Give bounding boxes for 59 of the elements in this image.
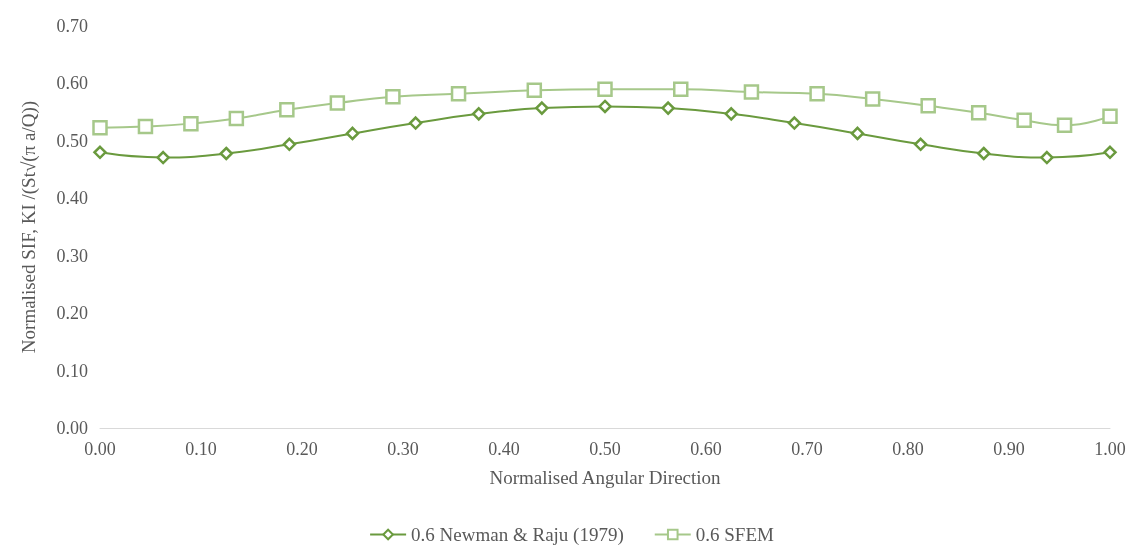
legend-label: 0.6 SFEM xyxy=(695,524,774,545)
y-tick-label: 0.60 xyxy=(56,73,88,94)
point xyxy=(228,110,245,127)
x-tick-label: 0.90 xyxy=(993,439,1025,459)
point xyxy=(156,150,170,165)
point xyxy=(850,126,865,141)
point xyxy=(1102,108,1118,124)
y-tick-label: 0.10 xyxy=(56,360,88,381)
x-tick-label: 0.80 xyxy=(892,439,924,459)
point xyxy=(977,146,991,161)
point xyxy=(913,137,928,152)
x-tick-label: 0.10 xyxy=(185,439,217,459)
point xyxy=(279,102,295,118)
point xyxy=(526,82,543,99)
point xyxy=(183,115,199,132)
point xyxy=(787,116,802,130)
point xyxy=(329,95,346,111)
y-tick-label: 0.00 xyxy=(56,418,88,438)
x-tick-label: 1.00 xyxy=(1094,439,1126,459)
y-tick-label: 0.70 xyxy=(56,16,88,36)
point xyxy=(743,84,760,100)
point xyxy=(450,86,467,102)
point xyxy=(1103,145,1117,160)
x-tick-label: 0.40 xyxy=(488,439,520,459)
point xyxy=(661,101,675,115)
x-tick-label: 0.20 xyxy=(286,439,318,459)
y-tick-label: 0.40 xyxy=(56,188,88,209)
legend-label: 0.6 Newman & Raju (1979) xyxy=(411,524,624,546)
y-tick-label: 0.30 xyxy=(56,245,88,266)
point xyxy=(970,104,987,121)
x-axis-title: Normalised Angular Direction xyxy=(489,467,722,488)
point xyxy=(809,86,825,102)
point xyxy=(535,101,549,115)
point xyxy=(345,126,360,141)
point xyxy=(920,98,936,114)
x-tick-label: 0.70 xyxy=(791,439,823,459)
y-tick-label: 0.50 xyxy=(56,130,88,151)
point xyxy=(408,116,423,130)
point xyxy=(137,118,154,135)
point xyxy=(724,107,738,121)
x-tick-label: 0.00 xyxy=(84,439,116,459)
point xyxy=(1040,150,1054,165)
point xyxy=(673,81,689,97)
point xyxy=(282,137,297,152)
point xyxy=(597,81,613,97)
point xyxy=(93,145,107,160)
y-axis-title: Normalised SIF, KI /(St√(π a/Q)) xyxy=(18,100,40,354)
x-tick-label: 0.50 xyxy=(589,439,621,459)
point xyxy=(472,107,486,121)
x-tick-label: 0.60 xyxy=(690,439,722,459)
point xyxy=(219,146,233,161)
point xyxy=(92,119,108,136)
point xyxy=(385,88,401,105)
x-tick-label: 0.30 xyxy=(387,439,419,459)
point xyxy=(864,91,881,107)
point xyxy=(598,99,612,114)
point xyxy=(1056,117,1073,134)
point xyxy=(1016,112,1032,128)
y-tick-label: 0.20 xyxy=(56,303,88,324)
